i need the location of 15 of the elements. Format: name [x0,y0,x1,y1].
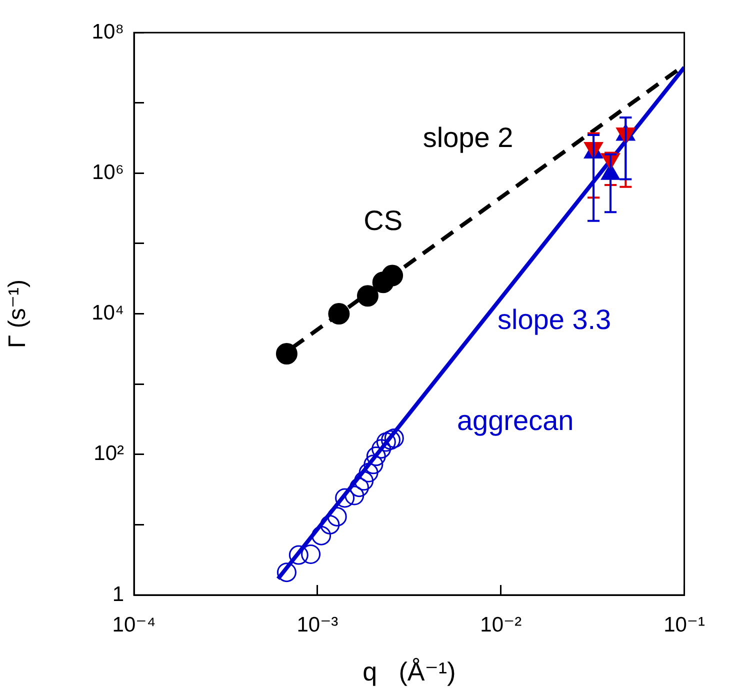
annotation: aggrecan [456,405,574,436]
y-tick-label: 10⁶ [92,160,124,184]
x-tick-label: 10⁻¹ [664,613,706,636]
series-label: slope 2 [422,122,514,153]
x-tick-label: 10⁻⁴ [112,613,156,636]
y-tick-label: 10⁴ [92,302,124,325]
y-axis-title: Γ (s⁻¹) [4,280,32,348]
series-label: slope 3.3 [497,304,612,335]
x-tick-label: 10⁻³ [296,613,338,636]
y-tick-label: 10² [94,442,124,466]
x-tick-label: 10⁻² [480,613,522,636]
y-tick-label: 1 [112,582,124,606]
y-tick-label: 10⁸ [92,20,124,44]
x-axis-title: q (Å⁻¹) [362,656,456,687]
series-label: CS [364,205,403,236]
